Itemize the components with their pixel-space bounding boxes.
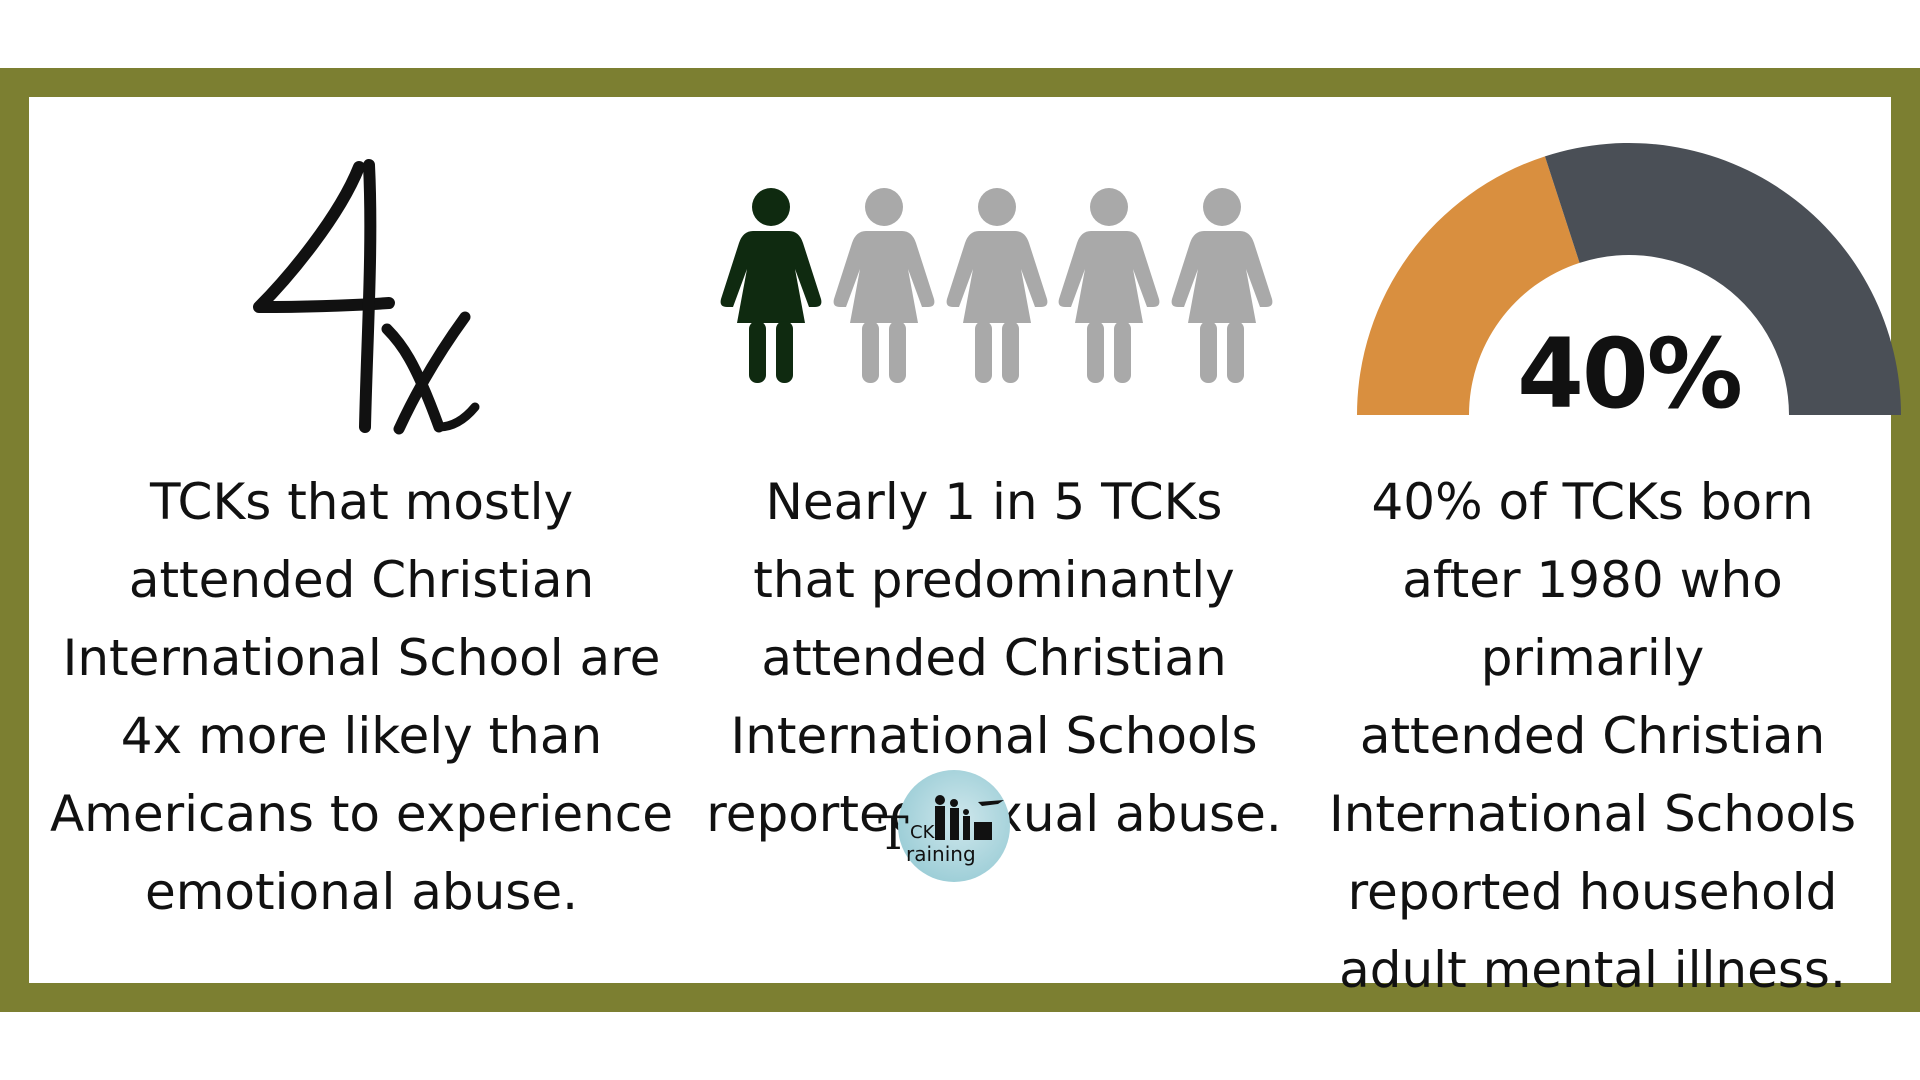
logo-letters-ck: CK xyxy=(910,822,935,843)
stat1-caption: TCKs that mostly attended Christian Inte… xyxy=(49,473,674,921)
person-muted-icon xyxy=(945,187,1049,387)
gauge-remaining-segment xyxy=(1544,143,1901,415)
stat3-caption: 40% of TCKs born after 1980 who primaril… xyxy=(1328,473,1857,999)
person-muted-icon xyxy=(832,187,936,387)
stat-column-emotional-abuse: 4x TCKs that mostly attended Christian I… xyxy=(29,97,694,983)
person-highlighted-icon xyxy=(719,187,823,387)
gauge-filled-segment xyxy=(1357,156,1580,415)
family-silhouette-icon xyxy=(935,795,1004,840)
person-muted-icon xyxy=(1170,187,1274,387)
four-x-glyph: 4x xyxy=(253,159,480,435)
percent-gauge: 40% xyxy=(1356,143,1902,443)
gauge-percent-label: 40% xyxy=(1517,318,1743,430)
figure-row xyxy=(719,187,1274,387)
olive-frame: 4x TCKs that mostly attended Christian I… xyxy=(0,68,1920,1012)
logo-word-training: raining xyxy=(906,842,976,866)
gauge-arc xyxy=(1357,143,1901,415)
person-muted-icon xyxy=(1057,187,1161,387)
logo-letter-t: T xyxy=(878,806,909,860)
four-x-headline: 4x xyxy=(239,157,499,447)
infographic-panel: 4x TCKs that mostly attended Christian I… xyxy=(29,97,1901,999)
stat-column-mental-illness: 40% 40% of TCKs born after 1980 who prim… xyxy=(1294,97,1901,999)
tck-training-logo: T CK raining xyxy=(848,770,1013,882)
